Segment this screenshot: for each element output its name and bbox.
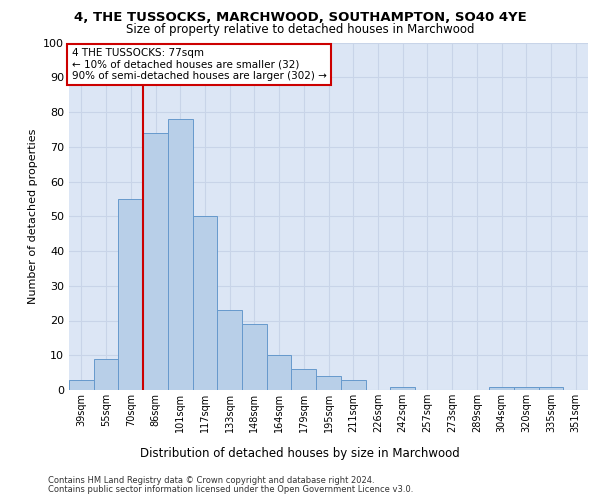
- Bar: [292, 369, 316, 390]
- Text: Distribution of detached houses by size in Marchwood: Distribution of detached houses by size …: [140, 448, 460, 460]
- Bar: [341, 380, 365, 390]
- Bar: [193, 216, 217, 390]
- Bar: [489, 386, 514, 390]
- Bar: [242, 324, 267, 390]
- Text: 4 THE TUSSOCKS: 77sqm
← 10% of detached houses are smaller (32)
90% of semi-deta: 4 THE TUSSOCKS: 77sqm ← 10% of detached …: [71, 48, 326, 81]
- Bar: [217, 310, 242, 390]
- Bar: [316, 376, 341, 390]
- Text: 4, THE TUSSOCKS, MARCHWOOD, SOUTHAMPTON, SO40 4YE: 4, THE TUSSOCKS, MARCHWOOD, SOUTHAMPTON,…: [74, 11, 526, 24]
- Bar: [143, 133, 168, 390]
- Bar: [118, 199, 143, 390]
- Bar: [168, 119, 193, 390]
- Bar: [539, 386, 563, 390]
- Bar: [514, 386, 539, 390]
- Bar: [94, 358, 118, 390]
- Text: Contains public sector information licensed under the Open Government Licence v3: Contains public sector information licen…: [48, 485, 413, 494]
- Bar: [390, 386, 415, 390]
- Bar: [69, 380, 94, 390]
- Text: Size of property relative to detached houses in Marchwood: Size of property relative to detached ho…: [126, 22, 474, 36]
- Text: Contains HM Land Registry data © Crown copyright and database right 2024.: Contains HM Land Registry data © Crown c…: [48, 476, 374, 485]
- Bar: [267, 355, 292, 390]
- Y-axis label: Number of detached properties: Number of detached properties: [28, 128, 38, 304]
